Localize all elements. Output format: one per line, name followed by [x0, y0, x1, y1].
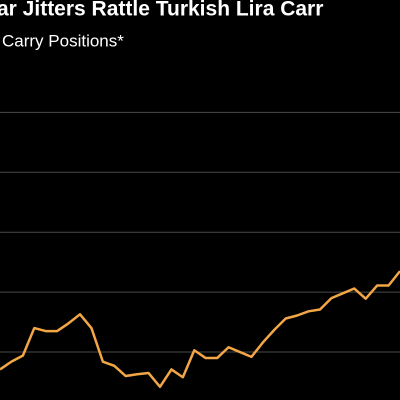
chart-subtitle: Carry Positions*	[2, 31, 124, 50]
plot	[0, 270, 400, 389]
grid	[0, 111, 400, 353]
chart-title: ar Jitters Rattle Turkish Lira Carr	[0, 0, 323, 21]
data-line	[0, 270, 400, 389]
